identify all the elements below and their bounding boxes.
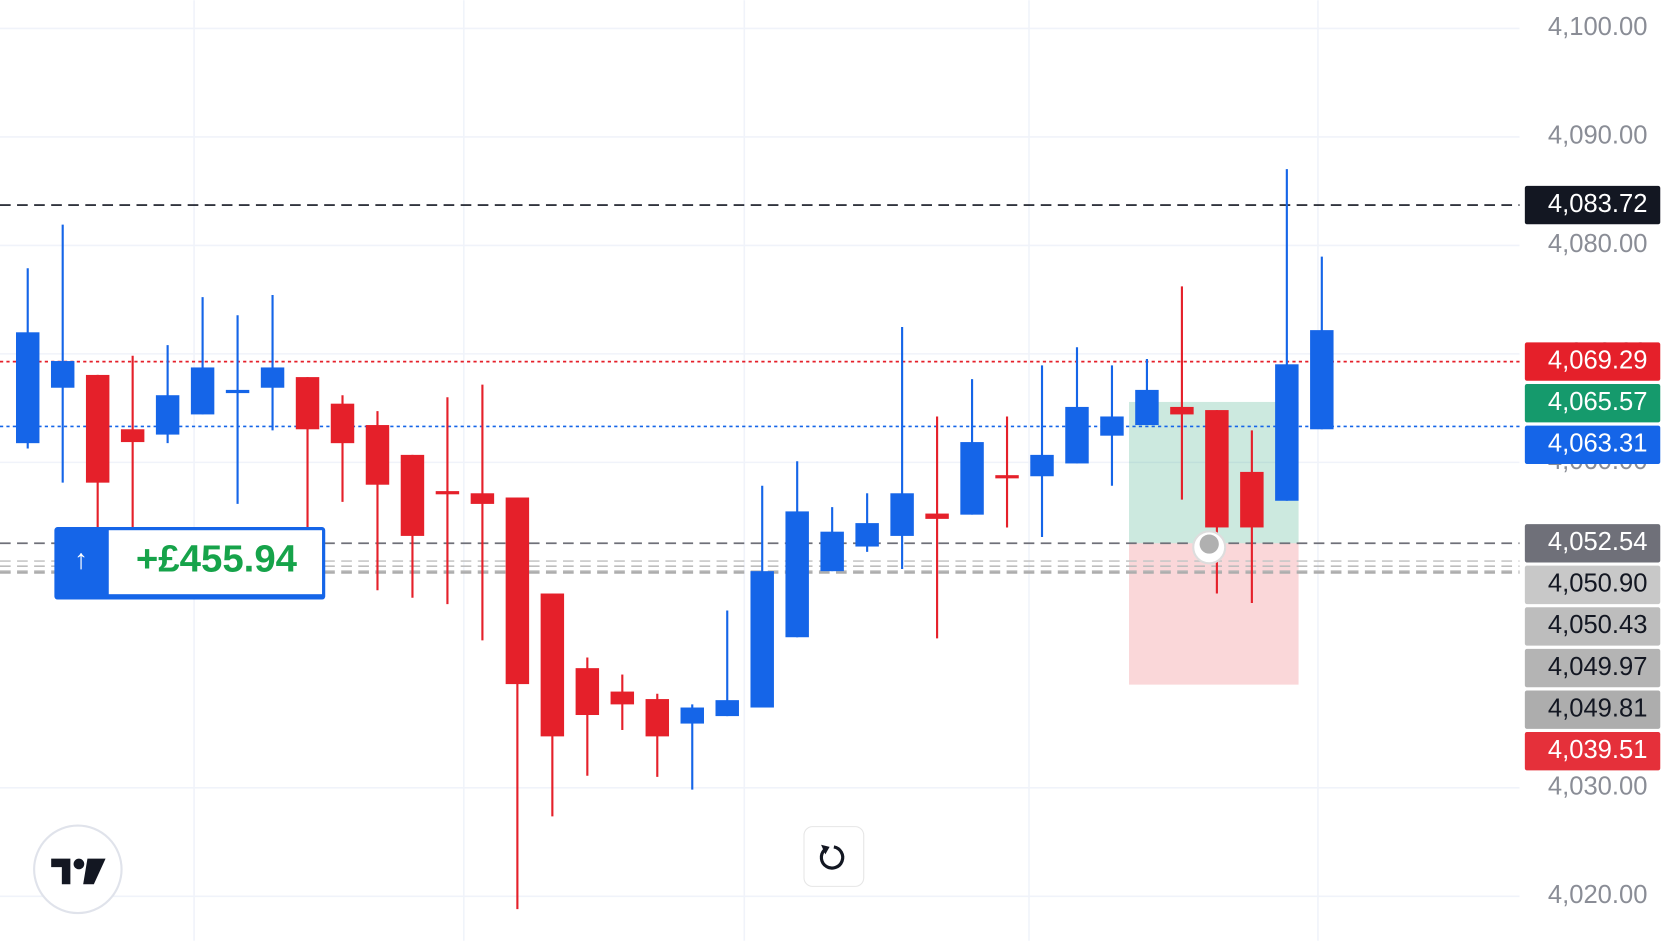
candle-body bbox=[925, 513, 949, 519]
price-label: 4,069.29 bbox=[1548, 346, 1648, 374]
candle-body bbox=[120, 429, 145, 443]
y-tick-label: 4,080.00 bbox=[1548, 230, 1648, 258]
logo-mark bbox=[73, 858, 85, 870]
reset-icon-arrow bbox=[821, 844, 830, 855]
grid bbox=[0, 27, 1520, 898]
vertical-grid bbox=[193, 0, 1319, 941]
candle-body bbox=[1065, 406, 1089, 464]
price-label: 4,039.51 bbox=[1548, 736, 1648, 764]
logo[interactable] bbox=[33, 824, 123, 915]
candles bbox=[15, 169, 1334, 910]
candle-body bbox=[820, 531, 844, 572]
candle-body bbox=[225, 389, 250, 394]
candle-body bbox=[50, 361, 75, 388]
price-label-bg bbox=[1524, 524, 1661, 563]
reset-icon bbox=[819, 845, 845, 870]
price-label: 4,052.54 bbox=[1548, 528, 1648, 556]
candle-body bbox=[1135, 389, 1159, 426]
candle-body bbox=[190, 367, 215, 415]
pnl-value: +£455.94 bbox=[136, 537, 298, 580]
price-label-bg bbox=[1524, 607, 1661, 646]
price-label-bg bbox=[1524, 342, 1661, 381]
candle-body bbox=[890, 493, 914, 536]
price-label-bg bbox=[1524, 648, 1661, 688]
candle-body bbox=[575, 668, 600, 716]
candle-body bbox=[610, 691, 635, 705]
reset-button-bg bbox=[803, 826, 865, 887]
candle-body bbox=[715, 700, 739, 717]
price-label: 4,049.97 bbox=[1548, 653, 1648, 681]
candle-body bbox=[750, 571, 774, 708]
price-label-bg bbox=[1524, 425, 1661, 464]
candle-body bbox=[680, 707, 704, 724]
logo-bg bbox=[33, 824, 123, 915]
candle-body bbox=[995, 475, 1019, 479]
y-tick-label: 4,020.00 bbox=[1548, 881, 1648, 909]
candle-body bbox=[365, 425, 390, 485]
pnl-arrow: ↑ bbox=[74, 543, 88, 574]
price-label: 4,050.90 bbox=[1548, 570, 1648, 598]
price-label: 4,065.57 bbox=[1548, 388, 1648, 416]
candle-body bbox=[1205, 410, 1229, 528]
pnl-badge-body bbox=[108, 530, 323, 595]
candle-body bbox=[1310, 330, 1334, 430]
candle-body bbox=[1275, 364, 1299, 501]
price-label-bg bbox=[1524, 383, 1661, 423]
candle-body bbox=[260, 367, 285, 388]
candle-body bbox=[15, 332, 40, 444]
candle-body bbox=[505, 497, 530, 685]
candle-body bbox=[785, 511, 809, 638]
candle-body bbox=[1100, 416, 1124, 436]
candle-body bbox=[295, 377, 320, 430]
price-axis: 4,100.004,090.004,080.004,070.004,060.00… bbox=[1548, 13, 1648, 909]
pnl-badge[interactable]: ↑ +£455.94 bbox=[54, 527, 326, 600]
price-label-bg bbox=[1524, 732, 1661, 771]
candle-body bbox=[470, 493, 495, 504]
candle-body bbox=[85, 374, 110, 483]
candle-body bbox=[1170, 406, 1194, 415]
price-labels: 4,083.72 4,069.29 4,065.57 4,063.31 4,052.54… bbox=[1524, 185, 1661, 771]
candle-body bbox=[1030, 454, 1054, 477]
candle-body bbox=[1240, 471, 1264, 528]
candle-body bbox=[540, 593, 565, 737]
price-label-bg bbox=[1524, 565, 1661, 605]
candle-body bbox=[645, 699, 670, 737]
candle-body bbox=[960, 442, 984, 515]
price-label-bg bbox=[1524, 690, 1661, 729]
price-label: 4,049.81 bbox=[1548, 694, 1648, 722]
logo-mark bbox=[83, 858, 106, 885]
logo-mark bbox=[51, 858, 71, 885]
y-tick-label: 4,090.00 bbox=[1548, 122, 1648, 150]
candle-body bbox=[330, 403, 355, 444]
reset-button[interactable] bbox=[803, 826, 865, 887]
price-label: 4,083.72 bbox=[1548, 190, 1648, 218]
y-tick-label: 4,030.00 bbox=[1548, 773, 1648, 801]
price-label: 4,063.31 bbox=[1548, 430, 1648, 458]
price-label: 4,050.43 bbox=[1548, 611, 1648, 639]
entry-marker-dot bbox=[1199, 534, 1219, 554]
candle-body bbox=[155, 395, 180, 435]
price-label-bg bbox=[1524, 185, 1661, 225]
loss-zone bbox=[1129, 543, 1299, 685]
candle-body bbox=[400, 454, 425, 536]
candle-body bbox=[435, 491, 460, 495]
candle-body bbox=[855, 523, 879, 547]
y-tick-label: 4,100.00 bbox=[1548, 13, 1648, 41]
